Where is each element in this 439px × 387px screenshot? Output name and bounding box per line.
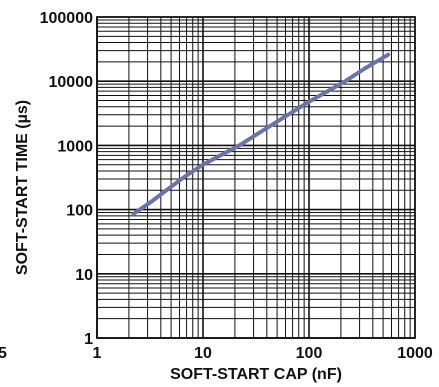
x-tick-labels: 1 10 100 1000	[93, 345, 433, 362]
y-tick-label: 100000	[40, 10, 93, 27]
y-tick-label: 10	[75, 267, 93, 284]
series-line	[131, 52, 391, 217]
y-axis-title: SOFT-START TIME (µs)	[14, 100, 31, 275]
x-tick-label: 10	[194, 345, 212, 362]
x-axis-title: SOFT-START CAP (nF)	[170, 366, 342, 383]
series-layer	[131, 52, 391, 217]
y-tick-labels: 1 10 100 1000 10000 100000	[40, 10, 93, 348]
y-tick-label: 100	[66, 203, 93, 220]
y-tick-label: 10000	[49, 74, 94, 91]
minor-gridlines	[97, 17, 415, 338]
x-tick-label: 1000	[397, 345, 433, 362]
y-tick-label: 1	[84, 331, 93, 348]
stray-label: 5	[0, 345, 7, 362]
y-tick-label: 1000	[57, 138, 93, 155]
x-tick-label: 1	[93, 345, 102, 362]
plot-frame	[96, 16, 416, 339]
x-tick-label: 100	[296, 345, 323, 362]
